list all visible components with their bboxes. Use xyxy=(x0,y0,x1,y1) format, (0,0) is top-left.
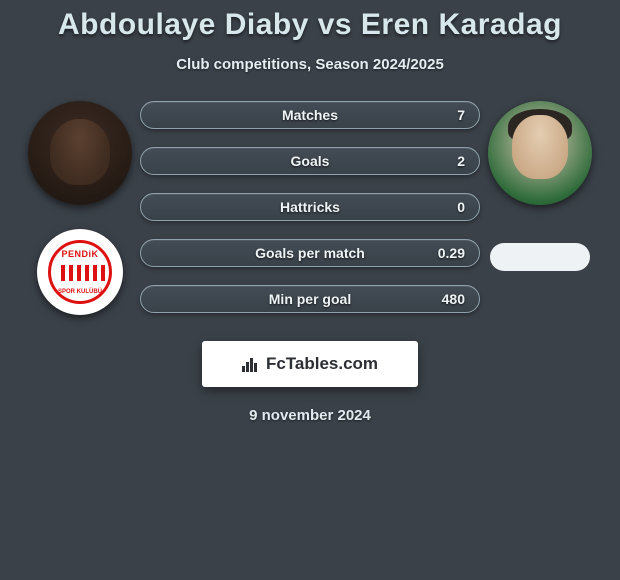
stat-row: Min per goal 480 xyxy=(140,285,480,313)
stat-row: Matches 7 xyxy=(140,101,480,129)
comparison-panel: PENDiK SPOR KULÜBÜ Matches 7 Goals 2 Hat… xyxy=(0,101,620,315)
brand-badge: FcTables.com xyxy=(202,341,418,387)
stat-label: Goals xyxy=(141,153,479,169)
brand-text: FcTables.com xyxy=(266,354,378,374)
stat-value-right: 2 xyxy=(457,153,465,169)
stat-label: Hattricks xyxy=(141,199,479,215)
stat-value-right: 0.29 xyxy=(438,245,465,261)
stat-label: Goals per match xyxy=(141,245,479,261)
player1-avatar xyxy=(28,101,132,205)
stat-row: Goals per match 0.29 xyxy=(140,239,480,267)
subtitle: Club competitions, Season 2024/2025 xyxy=(176,56,444,73)
stat-label: Min per goal xyxy=(141,291,479,307)
stat-row: Goals 2 xyxy=(140,147,480,175)
player2-club-badge xyxy=(490,243,590,271)
stat-label: Matches xyxy=(141,107,479,123)
stat-value-right: 0 xyxy=(457,199,465,215)
bars-icon xyxy=(242,356,260,372)
left-side: PENDiK SPOR KULÜBÜ xyxy=(20,101,140,315)
player2-avatar xyxy=(488,101,592,205)
club1-stripes-icon xyxy=(61,265,105,281)
stats-table: Matches 7 Goals 2 Hattricks 0 Goals per … xyxy=(140,101,480,315)
stat-value-right: 480 xyxy=(442,291,465,307)
club1-name-bottom: SPOR KULÜBÜ xyxy=(51,289,109,295)
page-title: Abdoulaye Diaby vs Eren Karadag xyxy=(58,8,562,42)
stat-value-right: 7 xyxy=(457,107,465,123)
player1-club-badge: PENDiK SPOR KULÜBÜ xyxy=(37,229,123,315)
right-side xyxy=(480,101,600,315)
date-text: 9 november 2024 xyxy=(249,407,371,424)
stat-row: Hattricks 0 xyxy=(140,193,480,221)
club1-name-top: PENDiK xyxy=(51,249,109,259)
